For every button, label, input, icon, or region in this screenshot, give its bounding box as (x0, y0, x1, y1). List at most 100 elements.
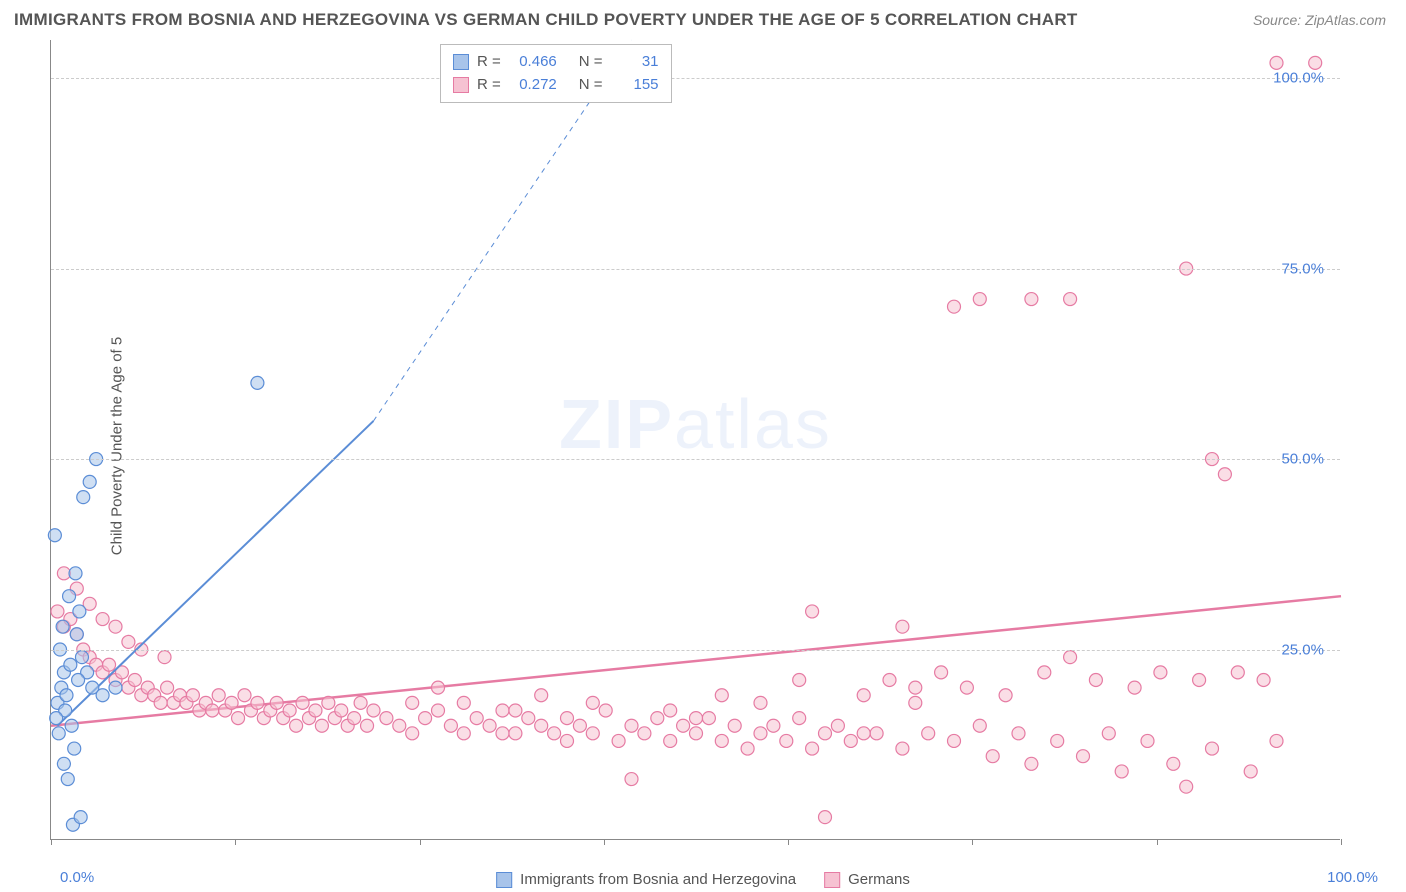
data-point (986, 750, 999, 763)
data-point (548, 727, 561, 740)
data-point (283, 704, 296, 717)
data-point (70, 628, 83, 641)
y-tick-label: 75.0% (1281, 260, 1324, 277)
legend-r-value: 0.466 (509, 51, 557, 74)
data-point (419, 712, 432, 725)
data-point (935, 666, 948, 679)
data-point (367, 704, 380, 717)
data-point (1309, 56, 1322, 69)
x-tick (788, 839, 789, 845)
data-point (161, 681, 174, 694)
data-point (72, 674, 85, 687)
data-point (393, 719, 406, 732)
data-point (715, 689, 728, 702)
data-point (1270, 56, 1283, 69)
data-point (896, 620, 909, 633)
x-tick (972, 839, 973, 845)
legend-item: Germans (824, 871, 910, 888)
data-point (103, 658, 116, 671)
data-point (909, 681, 922, 694)
data-point (819, 727, 832, 740)
data-point (158, 651, 171, 664)
data-point (335, 704, 348, 717)
data-point (1102, 727, 1115, 740)
gridline (51, 78, 1340, 79)
data-point (1064, 293, 1077, 306)
data-point (651, 712, 664, 725)
data-point (625, 719, 638, 732)
swatch-icon (453, 54, 469, 70)
data-point (857, 727, 870, 740)
legend-r-value: 0.272 (509, 74, 557, 97)
data-point (251, 696, 264, 709)
gridline (51, 269, 1340, 270)
legend-r-label: R = (477, 51, 501, 74)
data-point (1257, 674, 1270, 687)
x-tick (604, 839, 605, 845)
data-point (960, 681, 973, 694)
data-point (64, 658, 77, 671)
data-point (51, 605, 64, 618)
data-point (1244, 765, 1257, 778)
data-point (354, 696, 367, 709)
x-tick (51, 839, 52, 845)
data-point (65, 719, 78, 732)
data-point (75, 651, 88, 664)
legend-row-series-2: R = 0.272 N = 155 (453, 74, 659, 97)
data-point (348, 712, 361, 725)
legend-label: Germans (848, 871, 910, 888)
gridline (51, 650, 1340, 651)
data-point (1270, 734, 1283, 747)
data-point (728, 719, 741, 732)
data-point (896, 742, 909, 755)
data-point (50, 712, 63, 725)
data-point (793, 674, 806, 687)
trend-line (51, 596, 1341, 726)
data-point (625, 773, 638, 786)
data-point (999, 689, 1012, 702)
data-point (664, 704, 677, 717)
data-point (109, 620, 122, 633)
data-point (212, 689, 225, 702)
data-point (1180, 780, 1193, 793)
legend-n-value: 155 (611, 74, 659, 97)
x-axis-max-label: 100.0% (1327, 869, 1378, 886)
swatch-icon (824, 872, 840, 888)
data-point (573, 719, 586, 732)
data-point (361, 719, 374, 732)
data-point (806, 605, 819, 618)
data-point (948, 734, 961, 747)
data-point (61, 773, 74, 786)
data-point (128, 674, 141, 687)
data-point (741, 742, 754, 755)
data-point (973, 293, 986, 306)
data-point (690, 712, 703, 725)
data-point (74, 811, 87, 824)
data-point (535, 689, 548, 702)
data-point (57, 757, 70, 770)
data-point (1193, 674, 1206, 687)
data-point (73, 605, 86, 618)
data-point (186, 689, 199, 702)
data-point (715, 734, 728, 747)
data-point (122, 635, 135, 648)
data-point (522, 712, 535, 725)
data-point (1077, 750, 1090, 763)
source-attribution: Source: ZipAtlas.com (1253, 12, 1386, 28)
data-point (780, 734, 793, 747)
data-point (1025, 293, 1038, 306)
data-point (380, 712, 393, 725)
data-point (251, 376, 264, 389)
data-point (432, 681, 445, 694)
data-point (690, 727, 703, 740)
data-point (561, 734, 574, 747)
data-point (60, 689, 73, 702)
data-point (470, 712, 483, 725)
data-point (1154, 666, 1167, 679)
data-point (52, 727, 65, 740)
data-point (496, 727, 509, 740)
data-point (922, 727, 935, 740)
data-point (509, 704, 522, 717)
data-point (1025, 757, 1038, 770)
legend-row-series-1: R = 0.466 N = 31 (453, 51, 659, 74)
